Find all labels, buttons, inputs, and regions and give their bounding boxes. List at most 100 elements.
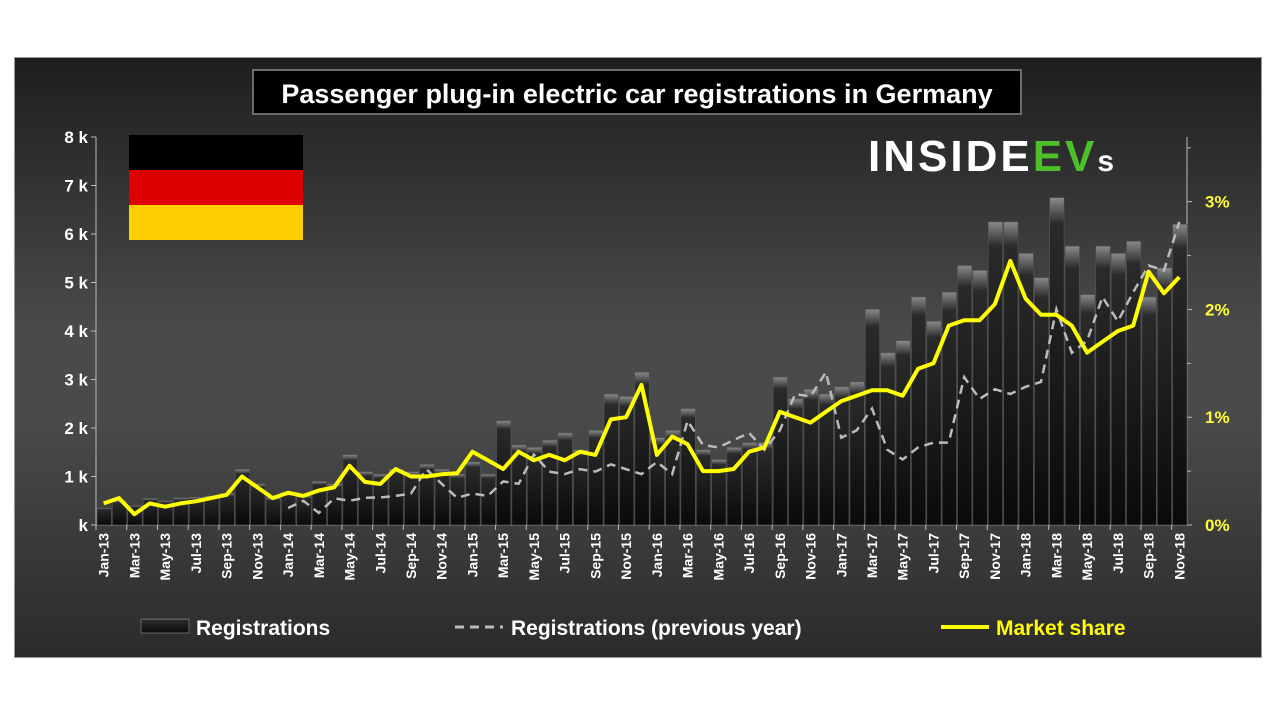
left-axis-tick-label: 2 k: [64, 419, 88, 438]
chart-title: Passenger plug-in electric car registrat…: [252, 69, 1022, 115]
registration-bar: [1003, 221, 1019, 526]
x-axis-tick-label: Jul-14: [372, 533, 388, 574]
registration-bar: [941, 291, 957, 526]
registration-bar: [557, 432, 573, 526]
registration-bar: [542, 439, 558, 526]
germany-flag: [129, 135, 303, 240]
registration-bar: [281, 493, 297, 526]
flag-stripe-black: [129, 135, 303, 170]
x-axis-tick-label: May-16: [710, 533, 726, 581]
registration-bar: [573, 449, 589, 526]
registration-bar: [204, 495, 220, 526]
x-axis-tick-label: May-15: [526, 533, 542, 581]
market-share-line: [103, 258, 1181, 517]
registration-bar: [603, 393, 619, 526]
left-axis-tick-label: 1 k: [64, 468, 88, 487]
registration-bar: [188, 497, 204, 526]
registration-bar: [96, 507, 112, 526]
x-axis-tick-label: Jan-13: [96, 533, 112, 578]
registration-bar: [404, 471, 419, 526]
x-axis-tick-label: Jan-16: [649, 533, 665, 578]
left-axis-tick-label: 5 k: [64, 274, 88, 293]
x-axis-tick-label: Sep-18: [1141, 533, 1157, 579]
registration-bar: [895, 340, 911, 526]
registration-bar: [834, 386, 850, 526]
x-axis-tick-label: Nov-17: [987, 533, 1003, 580]
x-axis-tick-label: May-14: [342, 533, 358, 581]
registration-bar: [1034, 277, 1050, 526]
x-axis-tick-label: Sep-16: [772, 533, 788, 579]
registration-bar: [726, 447, 742, 526]
registration-bar: [480, 473, 496, 526]
legend-registrations-label: Registrations: [196, 617, 330, 640]
x-axis-tick-label: Nov-18: [1171, 533, 1187, 580]
registration-bar: [1172, 224, 1188, 526]
registration-bar: [1064, 245, 1080, 526]
x-axis-tick-label: Sep-14: [403, 533, 419, 579]
registration-bar: [880, 352, 896, 526]
x-axis-tick-label: Mar-13: [126, 533, 142, 578]
x-axis-tick-label: Jul-17: [926, 533, 942, 574]
x-axis-tick-label: Mar-15: [495, 533, 511, 578]
x-axis-tick-label: May-17: [895, 533, 911, 581]
registration-bar: [219, 493, 235, 526]
x-axis-tick-label: Mar-14: [311, 533, 327, 578]
x-axis-tick-label: Jan-15: [465, 533, 481, 578]
right-axis-tick-label: 0%: [1205, 516, 1230, 535]
x-axis-tick-label: Jan-14: [280, 533, 296, 578]
registration-bar: [1126, 240, 1142, 526]
registration-bar: [419, 464, 435, 526]
x-axis-tick-label: Nov-15: [618, 533, 634, 580]
x-axis-tick-label: Mar-16: [680, 533, 696, 578]
registration-bar: [619, 396, 635, 526]
registration-bar: [987, 221, 1003, 526]
left-axis-tick-label: 6 k: [64, 225, 88, 244]
x-axis-tick-label: Nov-16: [803, 533, 819, 580]
x-axis-tick-label: Jul-18: [1110, 533, 1126, 574]
registration-bar: [1156, 267, 1172, 526]
registration-bar: [526, 447, 542, 526]
registration-bar: [803, 388, 819, 526]
left-axis-tick-label: 4 k: [64, 322, 88, 341]
logo-text-main: INSIDE: [868, 132, 1033, 181]
registration-bar: [1080, 294, 1096, 526]
registration-bar: [649, 437, 665, 526]
logo-text-ev: EV: [1032, 132, 1098, 181]
registration-bar: [1049, 197, 1065, 526]
logo-text-s: s: [1097, 145, 1118, 178]
registration-bar: [388, 468, 404, 526]
flag-stripe-gold: [129, 205, 303, 240]
x-axis-tick-label: Jul-13: [188, 533, 204, 574]
registration-bar: [434, 468, 450, 526]
right-axis-tick-label: 2%: [1205, 300, 1230, 319]
registration-bar: [450, 473, 466, 526]
x-axis-tick-label: Jan-17: [833, 533, 849, 578]
x-axis-tick-label: Nov-13: [249, 533, 265, 580]
registration-bar: [711, 459, 727, 526]
registration-bar: [265, 497, 281, 526]
legend-registrations-swatch: [140, 618, 190, 634]
registration-bar: [496, 420, 512, 526]
registration-bar: [742, 442, 758, 526]
x-axis-tick-label: Sep-15: [587, 533, 603, 579]
x-axis-tick-label: Nov-14: [434, 533, 450, 580]
registration-bar: [250, 483, 266, 526]
registration-bar: [849, 381, 865, 526]
registration-bar: [680, 408, 696, 526]
registration-bar: [1095, 245, 1111, 526]
insideevs-logo: INSIDEEVs: [868, 132, 1117, 182]
registration-bar: [1018, 253, 1034, 526]
x-axis-tick-label: May-18: [1079, 533, 1095, 581]
registration-bar: [1110, 253, 1126, 526]
x-axis-tick-label: Mar-18: [1048, 533, 1064, 578]
registration-bar: [665, 430, 681, 526]
left-axis-tick-label: k: [79, 516, 89, 535]
legend-market-share-label: Market share: [996, 617, 1126, 640]
x-axis-tick-label: Jul-15: [557, 533, 573, 574]
registration-bar: [373, 473, 389, 526]
right-axis-tick-label: 3%: [1205, 193, 1230, 212]
x-axis-tick-label: Jul-16: [741, 533, 757, 574]
x-axis-tick-label: May-13: [157, 533, 173, 581]
registration-bar: [788, 398, 804, 526]
